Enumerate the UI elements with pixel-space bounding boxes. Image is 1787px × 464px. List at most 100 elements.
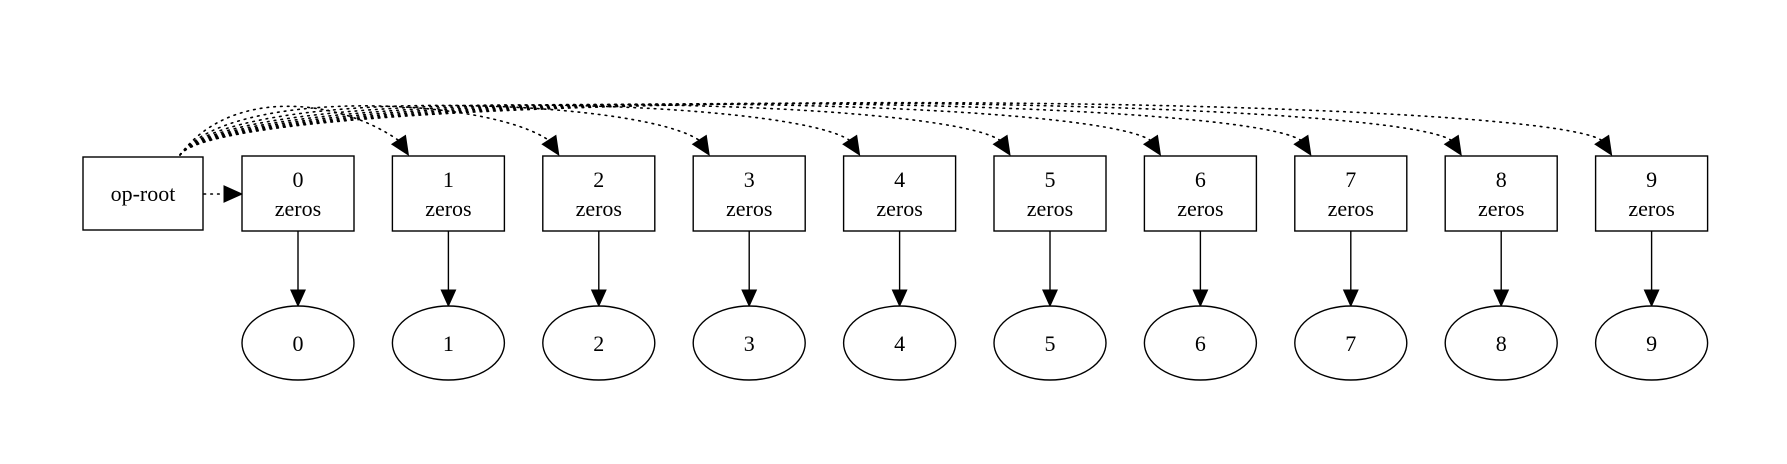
op-output-arrowhead	[891, 289, 908, 308]
op-node: 3 zeros	[692, 155, 806, 232]
root-op-edge	[179, 104, 852, 156]
root-op-edge	[179, 103, 1153, 156]
op-node-box	[993, 155, 1107, 232]
op-node: 1 zeros	[391, 155, 506, 232]
op-node-box	[391, 155, 506, 232]
op-node-label: zeros	[876, 196, 922, 221]
op-output-arrowhead	[1643, 289, 1660, 308]
root-op-edge	[179, 105, 551, 156]
output-node-label: 0	[293, 331, 304, 356]
root-op-arrowhead	[541, 134, 560, 157]
op-node-label: zeros	[1478, 196, 1524, 221]
op-node-label: zeros	[576, 196, 622, 221]
output-node-ellipse	[842, 305, 957, 381]
op-output-arrowhead	[290, 289, 306, 308]
op-node-box	[1294, 155, 1408, 232]
output-nodes-layer: 0 1 2 3 4 5 6 7 8 9	[241, 305, 1709, 381]
output-node-ellipse	[542, 305, 656, 381]
output-node: 3	[692, 305, 806, 381]
output-node: 8	[1444, 305, 1558, 381]
output-node-ellipse	[1294, 305, 1408, 381]
root-op-arrowhead	[1443, 134, 1462, 157]
root-op-edge	[179, 101, 1604, 156]
root-op-edge	[179, 103, 1002, 156]
op-node: 0 zeros	[241, 155, 355, 232]
op-node-label: zeros	[425, 196, 471, 221]
root-node-box	[82, 156, 204, 231]
op-node-index: 0	[293, 167, 304, 192]
output-node-label: 6	[1195, 331, 1206, 356]
output-node-ellipse	[692, 305, 806, 381]
op-node-box	[842, 155, 957, 232]
op-output-arrowhead	[1042, 289, 1058, 308]
output-node-label: 4	[894, 331, 905, 356]
output-node-label: 5	[1045, 331, 1056, 356]
op-node: 4 zeros	[842, 155, 957, 232]
output-node-label: 9	[1646, 331, 1657, 356]
op-node-box	[542, 155, 656, 232]
op-output-arrowhead	[1493, 289, 1510, 308]
output-node-label: 3	[744, 331, 755, 356]
op-node: 6 zeros	[1143, 155, 1258, 232]
op-node-box	[1594, 155, 1709, 232]
output-node: 0	[241, 305, 355, 381]
op-output-arrowhead	[1342, 289, 1359, 308]
op-node: 2 zeros	[542, 155, 656, 232]
op-node-index: 3	[744, 167, 755, 192]
root-op-edge	[179, 105, 401, 156]
op-node: 5 zeros	[993, 155, 1107, 232]
op-node-index: 2	[593, 167, 604, 192]
op-node-label: zeros	[1328, 196, 1374, 221]
op-node-index: 1	[443, 167, 454, 192]
output-node-ellipse	[241, 305, 355, 381]
op-node-label: zeros	[1177, 196, 1223, 221]
op-node-index: 4	[894, 167, 905, 192]
output-node: 7	[1294, 305, 1408, 381]
output-node-label: 7	[1345, 331, 1356, 356]
output-node-label: 8	[1496, 331, 1507, 356]
output-node-ellipse	[1143, 305, 1258, 381]
root-node-label: op-root	[111, 181, 176, 206]
root-op-arrowhead	[1293, 134, 1312, 157]
op-node-index: 9	[1646, 167, 1657, 192]
output-node-ellipse	[391, 305, 506, 381]
output-node: 5	[993, 305, 1107, 381]
root-op-arrowhead	[691, 134, 710, 157]
op-node: 9 zeros	[1594, 155, 1709, 232]
op-node-label: zeros	[1628, 196, 1674, 221]
root-op-arrowhead	[992, 134, 1011, 157]
root-node: op-root	[82, 156, 204, 231]
op-node-label: zeros	[275, 196, 321, 221]
op-node-index: 5	[1045, 167, 1056, 192]
op-node-box	[692, 155, 806, 232]
op-node-label: zeros	[1027, 196, 1073, 221]
root-op-arrowhead	[390, 134, 410, 157]
op-node-index: 7	[1345, 167, 1356, 192]
op-node: 8 zeros	[1444, 155, 1558, 232]
op-node: 7 zeros	[1294, 155, 1408, 232]
output-node-ellipse	[993, 305, 1107, 381]
output-node: 4	[842, 305, 957, 381]
op-output-arrowhead	[1192, 289, 1209, 308]
op-node-label: zeros	[726, 196, 772, 221]
output-node: 6	[1143, 305, 1258, 381]
op-output-arrowhead	[440, 289, 457, 308]
output-node-ellipse	[1444, 305, 1558, 381]
root-op-arrowhead	[223, 185, 244, 203]
op-nodes-layer: 0 zeros 1 zeros 2 zeros 3 zeros 4 zeros 5 zeros 6 zer…	[241, 155, 1709, 232]
op-output-arrowhead	[590, 289, 607, 308]
op-output-arrowhead	[741, 289, 758, 308]
root-op-arrowhead	[1142, 134, 1162, 157]
output-node-ellipse	[1594, 305, 1709, 381]
output-node: 1	[391, 305, 506, 381]
op-node-box	[1143, 155, 1258, 232]
output-node-label: 2	[593, 331, 604, 356]
root-op-edge	[179, 102, 1453, 156]
op-node-box	[1444, 155, 1558, 232]
output-node-label: 1	[443, 331, 454, 356]
root-op-edge	[179, 104, 701, 156]
op-node-box	[241, 155, 355, 232]
output-node: 2	[542, 305, 656, 381]
op-node-index: 6	[1195, 167, 1206, 192]
